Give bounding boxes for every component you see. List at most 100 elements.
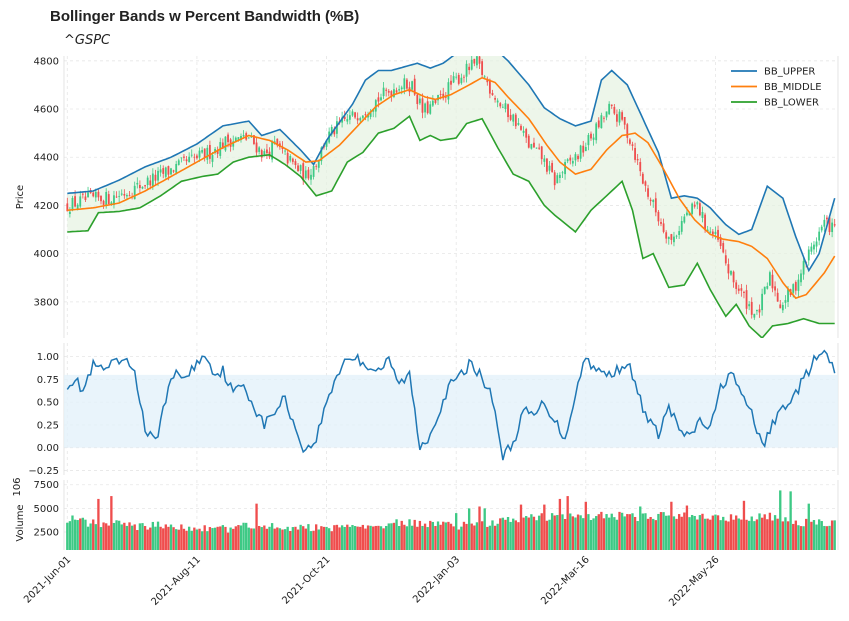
candle-body — [411, 81, 414, 90]
candle-body — [815, 241, 818, 247]
volume-bar — [187, 526, 191, 550]
candle-body — [481, 61, 484, 75]
volume-bar — [569, 513, 572, 550]
volume-bar — [610, 513, 613, 550]
candle-body — [787, 289, 789, 302]
candle-body — [558, 174, 561, 178]
candle-body — [657, 211, 660, 222]
candle-body — [442, 93, 445, 99]
candle-body — [613, 106, 616, 114]
candle-body — [582, 145, 585, 153]
candle-body — [447, 82, 450, 100]
volume-bar — [488, 525, 492, 550]
candle-body — [364, 114, 367, 116]
volume-bar — [416, 526, 419, 550]
volume-bar — [470, 523, 473, 550]
candle-body — [118, 195, 121, 197]
volume-bar — [537, 515, 541, 550]
candle-body — [509, 114, 512, 120]
volume-bar — [182, 528, 186, 550]
candle-body — [190, 154, 193, 156]
candle-body — [317, 159, 320, 168]
volume-bar — [693, 515, 696, 550]
candle-body — [543, 158, 546, 162]
candle-body — [395, 90, 398, 93]
volume-bar — [333, 525, 336, 550]
candle-body — [263, 151, 266, 155]
candle-body — [167, 166, 170, 175]
candle-body — [636, 159, 639, 161]
candle-body — [393, 89, 395, 97]
volume-bar — [771, 520, 774, 550]
volume-bar — [397, 526, 401, 550]
volume-bar — [740, 519, 743, 550]
candle-body — [457, 74, 460, 84]
volume-bar — [379, 526, 383, 550]
volume-bar — [252, 528, 256, 550]
legend[interactable]: BB_UPPER BB_MIDDLE BB_LOWER — [731, 67, 822, 109]
candle-body — [110, 202, 113, 205]
percent-b-plot-area — [64, 349, 838, 461]
candle-body — [522, 130, 525, 133]
volume-bar — [94, 524, 97, 550]
volume-panel: 2500 5000 7500 Volume 106 — [12, 477, 839, 550]
candle-body — [644, 181, 647, 186]
volume-bar — [473, 525, 476, 550]
volume-bar — [423, 523, 427, 550]
candle-body — [76, 204, 79, 210]
volume-bar — [226, 532, 230, 550]
candle-body — [97, 191, 100, 198]
volume-bar — [356, 526, 359, 550]
candle-body — [556, 175, 559, 184]
chart-subtitle: ^GSPC — [64, 33, 111, 48]
volume-bar — [807, 503, 810, 550]
volume-bar — [825, 526, 829, 550]
volume-bar — [595, 516, 598, 550]
candle-body — [247, 137, 250, 139]
volume-bar — [465, 523, 468, 550]
volume-bar — [535, 520, 538, 550]
volume-bar — [582, 518, 585, 550]
candle-body — [717, 229, 719, 240]
volume-bar — [779, 490, 782, 550]
volume-bar — [273, 528, 276, 550]
candle-body — [102, 200, 105, 205]
volume-bar — [348, 526, 352, 550]
volume-bar — [110, 496, 113, 550]
candle-body — [807, 249, 810, 261]
candle-body — [307, 169, 310, 179]
volume-bar — [105, 523, 108, 550]
volume-bar — [690, 514, 694, 550]
volume-bar — [475, 522, 479, 550]
candle-body — [351, 111, 354, 116]
volume-bar — [408, 519, 411, 550]
volume-bar — [506, 517, 510, 550]
candle-body — [732, 271, 735, 283]
candle-body — [260, 150, 263, 158]
volume-bar — [185, 530, 188, 550]
candle-body — [488, 79, 491, 94]
candle-body — [686, 212, 688, 216]
price-ytick-label: 4800 — [34, 56, 59, 67]
volume-bar — [597, 514, 600, 550]
candle-body — [802, 261, 805, 275]
volume-bar — [706, 518, 709, 550]
candle-body — [66, 203, 69, 212]
candle-body — [610, 104, 613, 107]
candle-body — [501, 106, 504, 108]
volume-bar — [812, 520, 816, 550]
volume-bar — [374, 525, 377, 550]
volume-bar — [683, 512, 686, 550]
candle-body — [566, 159, 569, 162]
volume-bar — [180, 524, 183, 550]
candle-body — [431, 100, 434, 106]
candle-body — [149, 180, 152, 186]
candle-body — [535, 147, 538, 149]
candle-body — [595, 123, 598, 141]
candle-body — [172, 170, 175, 172]
volume-bar — [257, 525, 261, 550]
candle-body — [538, 147, 541, 149]
volume-bar — [315, 524, 318, 550]
candle-body — [680, 221, 683, 232]
volume-bar — [309, 531, 313, 550]
